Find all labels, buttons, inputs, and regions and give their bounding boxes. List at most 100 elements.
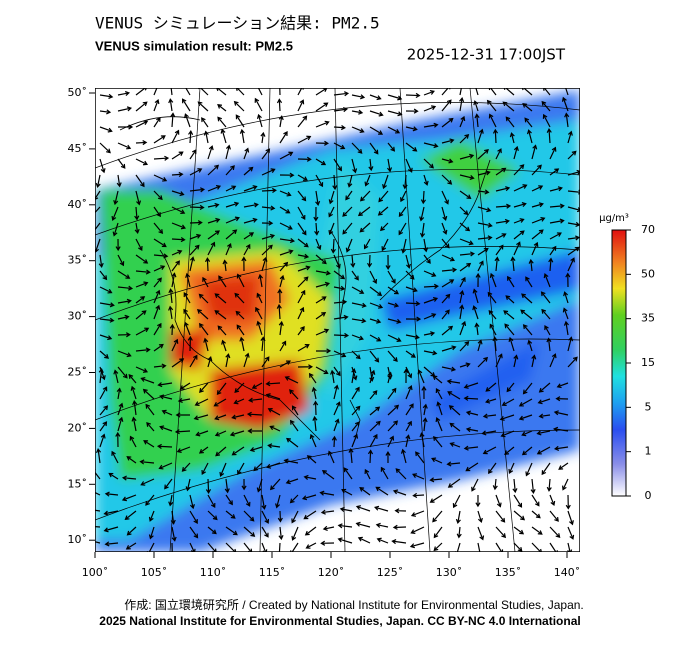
wind-arrow [116, 387, 122, 400]
wind-arrow [315, 238, 322, 251]
wind-arrow [135, 296, 146, 304]
lat-tick-label: 35˚ [68, 254, 88, 267]
wind-arrow [130, 385, 137, 400]
wind-arrow [301, 494, 317, 501]
timestamp: 2025-12-31 17:00JST [407, 46, 566, 64]
wind-arrow [131, 416, 137, 432]
wind-arrow [257, 273, 264, 288]
wind-arrow [536, 430, 551, 436]
wind-arrow [546, 127, 552, 144]
wind-arrow [369, 369, 376, 384]
wind-arrow [423, 283, 439, 289]
wind-arrow [531, 510, 541, 519]
wind-arrow [135, 347, 151, 353]
wind-arrow [275, 494, 281, 509]
wind-arrow [423, 89, 435, 96]
wind-arrow [108, 472, 119, 480]
wind-arrow [472, 305, 479, 320]
wind-arrow [260, 336, 266, 352]
wind-arrow [231, 446, 245, 456]
wind-arrow [135, 310, 147, 320]
wind-arrow [225, 510, 236, 519]
wind-arrow [537, 398, 551, 405]
colorbar-tick-label: 0 [645, 489, 652, 502]
wind-arrow [420, 190, 427, 205]
wind-arrow [387, 110, 403, 117]
wind-arrow [405, 286, 418, 293]
wind-arrow [117, 416, 124, 432]
wind-arrow [482, 413, 497, 419]
wind-arrow [465, 410, 479, 416]
wind-arrow [297, 325, 305, 336]
wind-arrow [486, 99, 497, 112]
wind-arrow [387, 302, 400, 308]
wind-arrow [243, 185, 258, 192]
wind-arrow [423, 238, 429, 253]
wind-arrow [124, 510, 137, 521]
wind-arrow [351, 421, 360, 432]
colorbar-tick-label: 50 [641, 267, 655, 280]
wind-arrow [117, 298, 132, 304]
wind-arrow [351, 94, 366, 100]
wind-arrow [135, 174, 145, 188]
wind-arrow [506, 382, 515, 393]
wind-field [95, 88, 580, 552]
wind-arrow [99, 405, 109, 416]
wind-arrow [513, 164, 525, 176]
wind-arrow [477, 148, 489, 160]
wind-arrow [261, 220, 274, 226]
wind-arrow [563, 320, 569, 336]
wind-arrow [431, 457, 443, 464]
wind-arrow [562, 307, 569, 320]
wind-arrow [214, 310, 227, 320]
wind-arrow [343, 467, 353, 480]
wind-arrow [315, 270, 331, 276]
wind-arrow [541, 308, 551, 320]
wind-arrow [549, 232, 562, 240]
wind-arrow [330, 369, 336, 384]
wind-arrow [312, 415, 318, 432]
wind-arrow [441, 206, 448, 222]
lat-tick-label: 20˚ [68, 421, 88, 434]
wind-arrow [333, 299, 348, 305]
wind-arrow [333, 384, 339, 400]
wind-arrow [417, 369, 425, 384]
wind-arrow [387, 318, 402, 324]
wind-arrow [391, 539, 407, 545]
wind-arrow [171, 249, 183, 256]
wind-arrow [423, 174, 429, 186]
wind-arrow [117, 332, 131, 338]
wind-arrow [387, 350, 398, 363]
wind-arrow [351, 386, 360, 400]
wind-arrow [387, 286, 400, 295]
wind-arrow [400, 190, 407, 203]
wind-arrow [409, 542, 425, 549]
wind-arrow [549, 168, 560, 176]
wind-arrow [477, 526, 485, 541]
colorbar-tick-label: 70 [641, 223, 655, 236]
wind-arrow [351, 334, 364, 341]
wind-arrow [225, 229, 238, 240]
wind-arrow [117, 366, 128, 379]
wind-arrow [452, 494, 461, 509]
wind-arrow [219, 462, 227, 477]
colorbar-tick-label: 15 [641, 356, 655, 369]
wind-arrow [495, 510, 506, 523]
wind-arrow [257, 88, 263, 96]
wind-arrow [313, 400, 319, 416]
wind-arrow [423, 158, 434, 169]
wind-arrow [146, 421, 155, 432]
wind-arrow [171, 171, 184, 178]
wind-arrow [168, 88, 173, 96]
wind-arrow [505, 295, 515, 304]
wind-arrow [441, 117, 454, 128]
wind-arrow [387, 435, 395, 448]
wind-arrow [513, 184, 528, 192]
wind-arrow [509, 132, 515, 144]
wind-arrow [441, 309, 450, 320]
wind-arrow [189, 220, 203, 226]
wind-arrow [225, 353, 231, 368]
wind-arrow [541, 100, 551, 112]
wind-arrow [315, 254, 327, 265]
wind-arrow [351, 109, 364, 115]
